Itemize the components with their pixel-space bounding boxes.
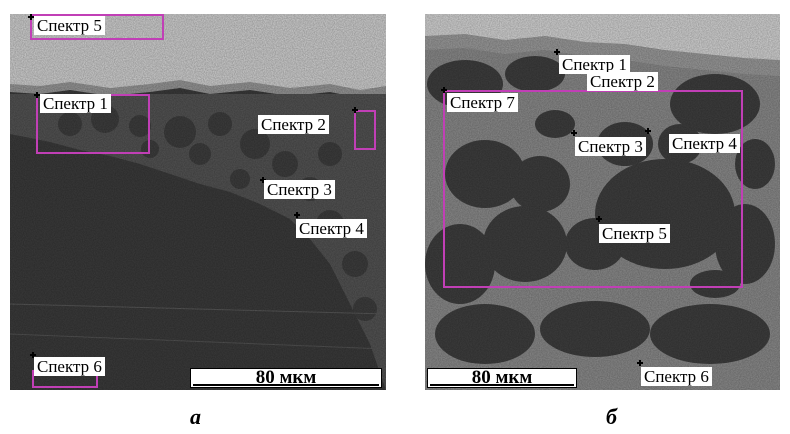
point-marker [352, 107, 358, 113]
spectrum-label: Спектр 7 [447, 93, 518, 112]
point-marker [645, 128, 651, 134]
spectrum-label: Спектр 3 [575, 137, 646, 156]
sem-image-a [10, 14, 386, 390]
spectrum-label: Спектр 4 [296, 219, 367, 238]
scale-bar-line [430, 384, 574, 386]
point-marker [30, 352, 36, 358]
roi-box-spectrum-5 [30, 14, 164, 40]
scale-bar-label: 80 мкм [255, 367, 317, 388]
sem-image-b [425, 14, 780, 390]
point-marker [34, 92, 40, 98]
roi-box-spectrum-7 [443, 90, 743, 288]
roi-box-spectrum-2 [354, 110, 376, 150]
spectrum-label: Спектр 2 [587, 72, 658, 91]
spectrum-label: Спектр 1 [559, 55, 630, 74]
point-marker [28, 14, 34, 20]
spectrum-label: Спектр 6 [34, 357, 105, 376]
point-marker [260, 177, 266, 183]
micrograph-panel-b: Спектр 1 Спектр 2 Спектр 7 Спектр 3 Спек… [425, 14, 790, 390]
point-marker [554, 49, 560, 55]
panel-letter-b: б [606, 404, 617, 429]
panel-letter-a: а [190, 404, 201, 429]
spectrum-label: Спектр 6 [641, 367, 712, 386]
point-marker [596, 216, 602, 222]
spectrum-label: Спектр 5 [599, 224, 670, 243]
spectrum-label: Спектр 2 [258, 115, 329, 134]
spectrum-label: Спектр 1 [40, 94, 111, 113]
point-marker [571, 130, 577, 136]
spectrum-label: Спектр 5 [34, 16, 105, 35]
spectrum-label: Спектр 3 [264, 180, 335, 199]
micrograph-panel-a: Спектр 5 Спектр 1 Спектр 2 Спектр 3 Спек… [10, 14, 386, 390]
scale-bar-label: 80 мкм [471, 367, 533, 388]
scale-bar: 80 мкм [190, 368, 382, 388]
scale-bar-line [193, 384, 379, 386]
point-marker [294, 212, 300, 218]
point-marker [637, 360, 643, 366]
scale-bar: 80 мкм [427, 368, 577, 388]
spectrum-label: Спектр 4 [669, 134, 740, 153]
point-marker [441, 87, 447, 93]
